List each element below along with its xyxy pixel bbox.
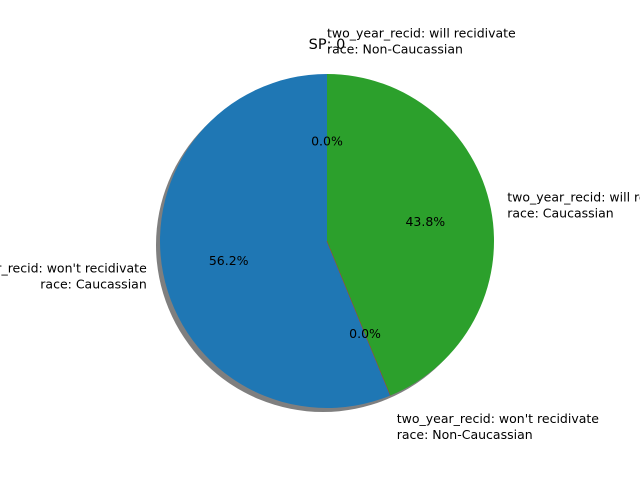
pie-pct-label: 56.2% [209, 253, 249, 268]
pie-category-label: two_year_recid: will recidivate race: Non… [327, 25, 516, 56]
pie-pct-label: 0.0% [311, 133, 343, 148]
pie-category-label-line: race: Caucassian [507, 205, 613, 220]
pie-category-label-line: race: Non-Caucassian [327, 41, 463, 56]
chart-title: SP: 0 [309, 37, 346, 53]
pie-category-label: two_year_recid: won't recidivate race: No… [397, 411, 600, 442]
pie-category-label-line: race: Non-Caucassian [397, 427, 533, 442]
pie-category-label-line: race: Caucassian [40, 277, 146, 292]
pie-category-label-line: two_year_recid: will recidivate [327, 25, 516, 40]
pie-category-label-line: two_year_recid: won't recidivate [397, 411, 600, 426]
pie-slice [160, 74, 391, 408]
pie-slices [160, 74, 495, 408]
pie-pct-label: 43.8% [405, 214, 445, 229]
pie-category-label-line: two_year_recid: will recidivate [507, 189, 640, 204]
pie-labels: 0.0%two_year_recid: will recidivate race:… [0, 25, 640, 442]
pie-pct-label: 0.0% [349, 326, 381, 341]
pie-category-label-line: two_year_recid: won't recidivate [0, 261, 147, 276]
pie-slice [327, 74, 495, 396]
